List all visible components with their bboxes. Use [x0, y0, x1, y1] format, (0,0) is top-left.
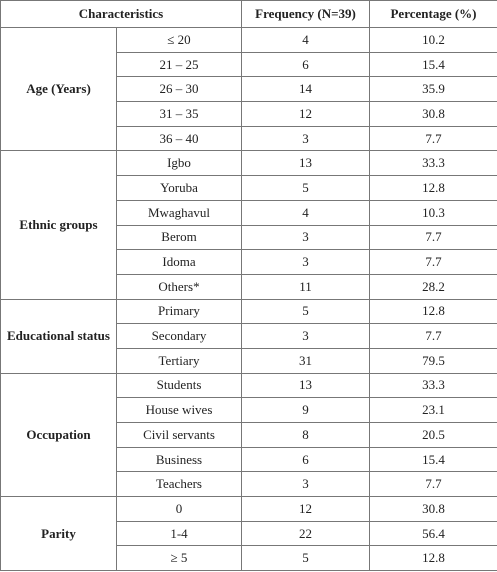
subcategory: 31 – 35 — [116, 101, 242, 127]
percentage: 30.8 — [369, 101, 497, 127]
subcategory: ≤ 20 — [116, 27, 242, 53]
subcategory: Students — [116, 372, 242, 399]
percentage: 12.8 — [369, 545, 497, 572]
table-row: Age (Years) ≤ 20 4 10.2 — [0, 26, 497, 152]
subcategory: Berom — [116, 224, 242, 251]
subcategory: 21 – 25 — [116, 51, 242, 78]
table-row: Teachers 3 7.7 — [1, 471, 497, 498]
subcategory: ≥ 5 — [116, 545, 242, 572]
subcategory: Mwaghavul — [116, 199, 242, 226]
subcategory: Civil servants — [116, 422, 242, 448]
subcategory: Business — [116, 446, 242, 473]
subcategory: 1-4 — [116, 520, 242, 547]
frequency: 22 — [241, 520, 370, 547]
subcategory: House wives — [116, 397, 242, 423]
percentage: 10.2 — [369, 27, 497, 53]
table-row: Parity 0 12 30.8 — [0, 496, 497, 572]
table-row: Business 6 15.4 — [1, 446, 497, 473]
frequency: 5 — [241, 545, 370, 572]
table-row: Berom 3 7.7 — [1, 224, 497, 251]
percentage: 15.4 — [369, 51, 497, 78]
group-label: Ethnic groups — [0, 150, 117, 300]
percentage: 10.3 — [369, 199, 497, 226]
percentage: 7.7 — [369, 323, 497, 349]
frequency: 3 — [241, 471, 370, 498]
percentage: 33.3 — [369, 372, 497, 399]
table-row: 31 – 35 12 30.8 — [1, 101, 497, 127]
frequency: 31 — [241, 347, 370, 374]
table-row: House wives 9 23.1 — [1, 397, 497, 423]
table-body: Age (Years) ≤ 20 4 10.2 21 – 25 6 15.4 26 – 30 1… — [0, 26, 497, 572]
percentage: 79.5 — [369, 347, 497, 374]
table-row: Secondary 3 7.7 — [1, 323, 497, 349]
table-row: Ethnic groups Igbo 13 33.3 — [0, 150, 497, 300]
percentage: 20.5 — [369, 422, 497, 448]
frequency: 11 — [241, 273, 370, 300]
table-row: Educational status Primary 5 12.8 — [0, 298, 497, 374]
frequency: 5 — [241, 298, 370, 325]
percentage: 7.7 — [369, 471, 497, 498]
table-row: Mwaghavul 4 10.3 — [1, 199, 497, 226]
percentage: 56.4 — [369, 520, 497, 547]
frequency: 12 — [241, 101, 370, 127]
subcategory: Others* — [116, 273, 242, 300]
table-row: Occupation Students 13 33.3 — [0, 372, 497, 498]
table-row: 21 – 25 6 15.4 — [1, 51, 497, 78]
subcategory: Tertiary — [116, 347, 242, 374]
frequency: 3 — [241, 224, 370, 251]
subcategory: Secondary — [116, 323, 242, 349]
group-label: Age (Years) — [0, 26, 117, 152]
frequency: 8 — [241, 422, 370, 448]
frequency: 13 — [241, 372, 370, 399]
frequency: 4 — [241, 199, 370, 226]
percentage: 30.8 — [369, 496, 497, 522]
frequency: 13 — [241, 150, 370, 177]
frequency: 9 — [241, 397, 370, 423]
table-row: Idoma 3 7.7 — [1, 249, 497, 275]
frequency: 6 — [241, 51, 370, 78]
table-row: ≥ 5 5 12.8 — [1, 545, 497, 572]
percentage: 15.4 — [369, 446, 497, 473]
percentage: 28.2 — [369, 273, 497, 300]
frequency: 3 — [241, 249, 370, 275]
subcategory: Teachers — [116, 471, 242, 498]
subcategory: 26 – 30 — [116, 76, 242, 103]
percentage: 12.8 — [369, 298, 497, 325]
frequency: 4 — [241, 27, 370, 53]
percentage: 12.8 — [369, 175, 497, 201]
subcategory: Idoma — [116, 249, 242, 275]
percentage: 35.9 — [369, 76, 497, 103]
header-row: Characteristics Frequency (N=39) Percent… — [0, 0, 497, 28]
percentage: 33.3 — [369, 150, 497, 177]
header-cell: Frequency (N=39) — [241, 0, 370, 28]
frequency: 3 — [241, 125, 370, 152]
subcategory: Igbo — [116, 150, 242, 177]
subcategory: 36 – 40 — [116, 125, 242, 152]
frequency: 14 — [241, 76, 370, 103]
percentage: 23.1 — [369, 397, 497, 423]
frequency: 3 — [241, 323, 370, 349]
subcategory: Primary — [116, 298, 242, 325]
frequency: 6 — [241, 446, 370, 473]
percentage: 7.7 — [369, 125, 497, 152]
table-row: 36 – 40 3 7.7 — [1, 125, 497, 152]
percentage: 7.7 — [369, 249, 497, 275]
subcategory: 0 — [116, 496, 242, 522]
group-label: Educational status — [0, 298, 117, 374]
percentage: 7.7 — [369, 224, 497, 251]
header-cell: Percentage (%) — [369, 0, 497, 28]
frequency: 5 — [241, 175, 370, 201]
frequency: 12 — [241, 496, 370, 522]
group-label: Parity — [0, 496, 117, 572]
subcategory: Yoruba — [116, 175, 242, 201]
group-label: Occupation — [0, 372, 117, 498]
header-cell: Characteristics — [0, 0, 242, 28]
